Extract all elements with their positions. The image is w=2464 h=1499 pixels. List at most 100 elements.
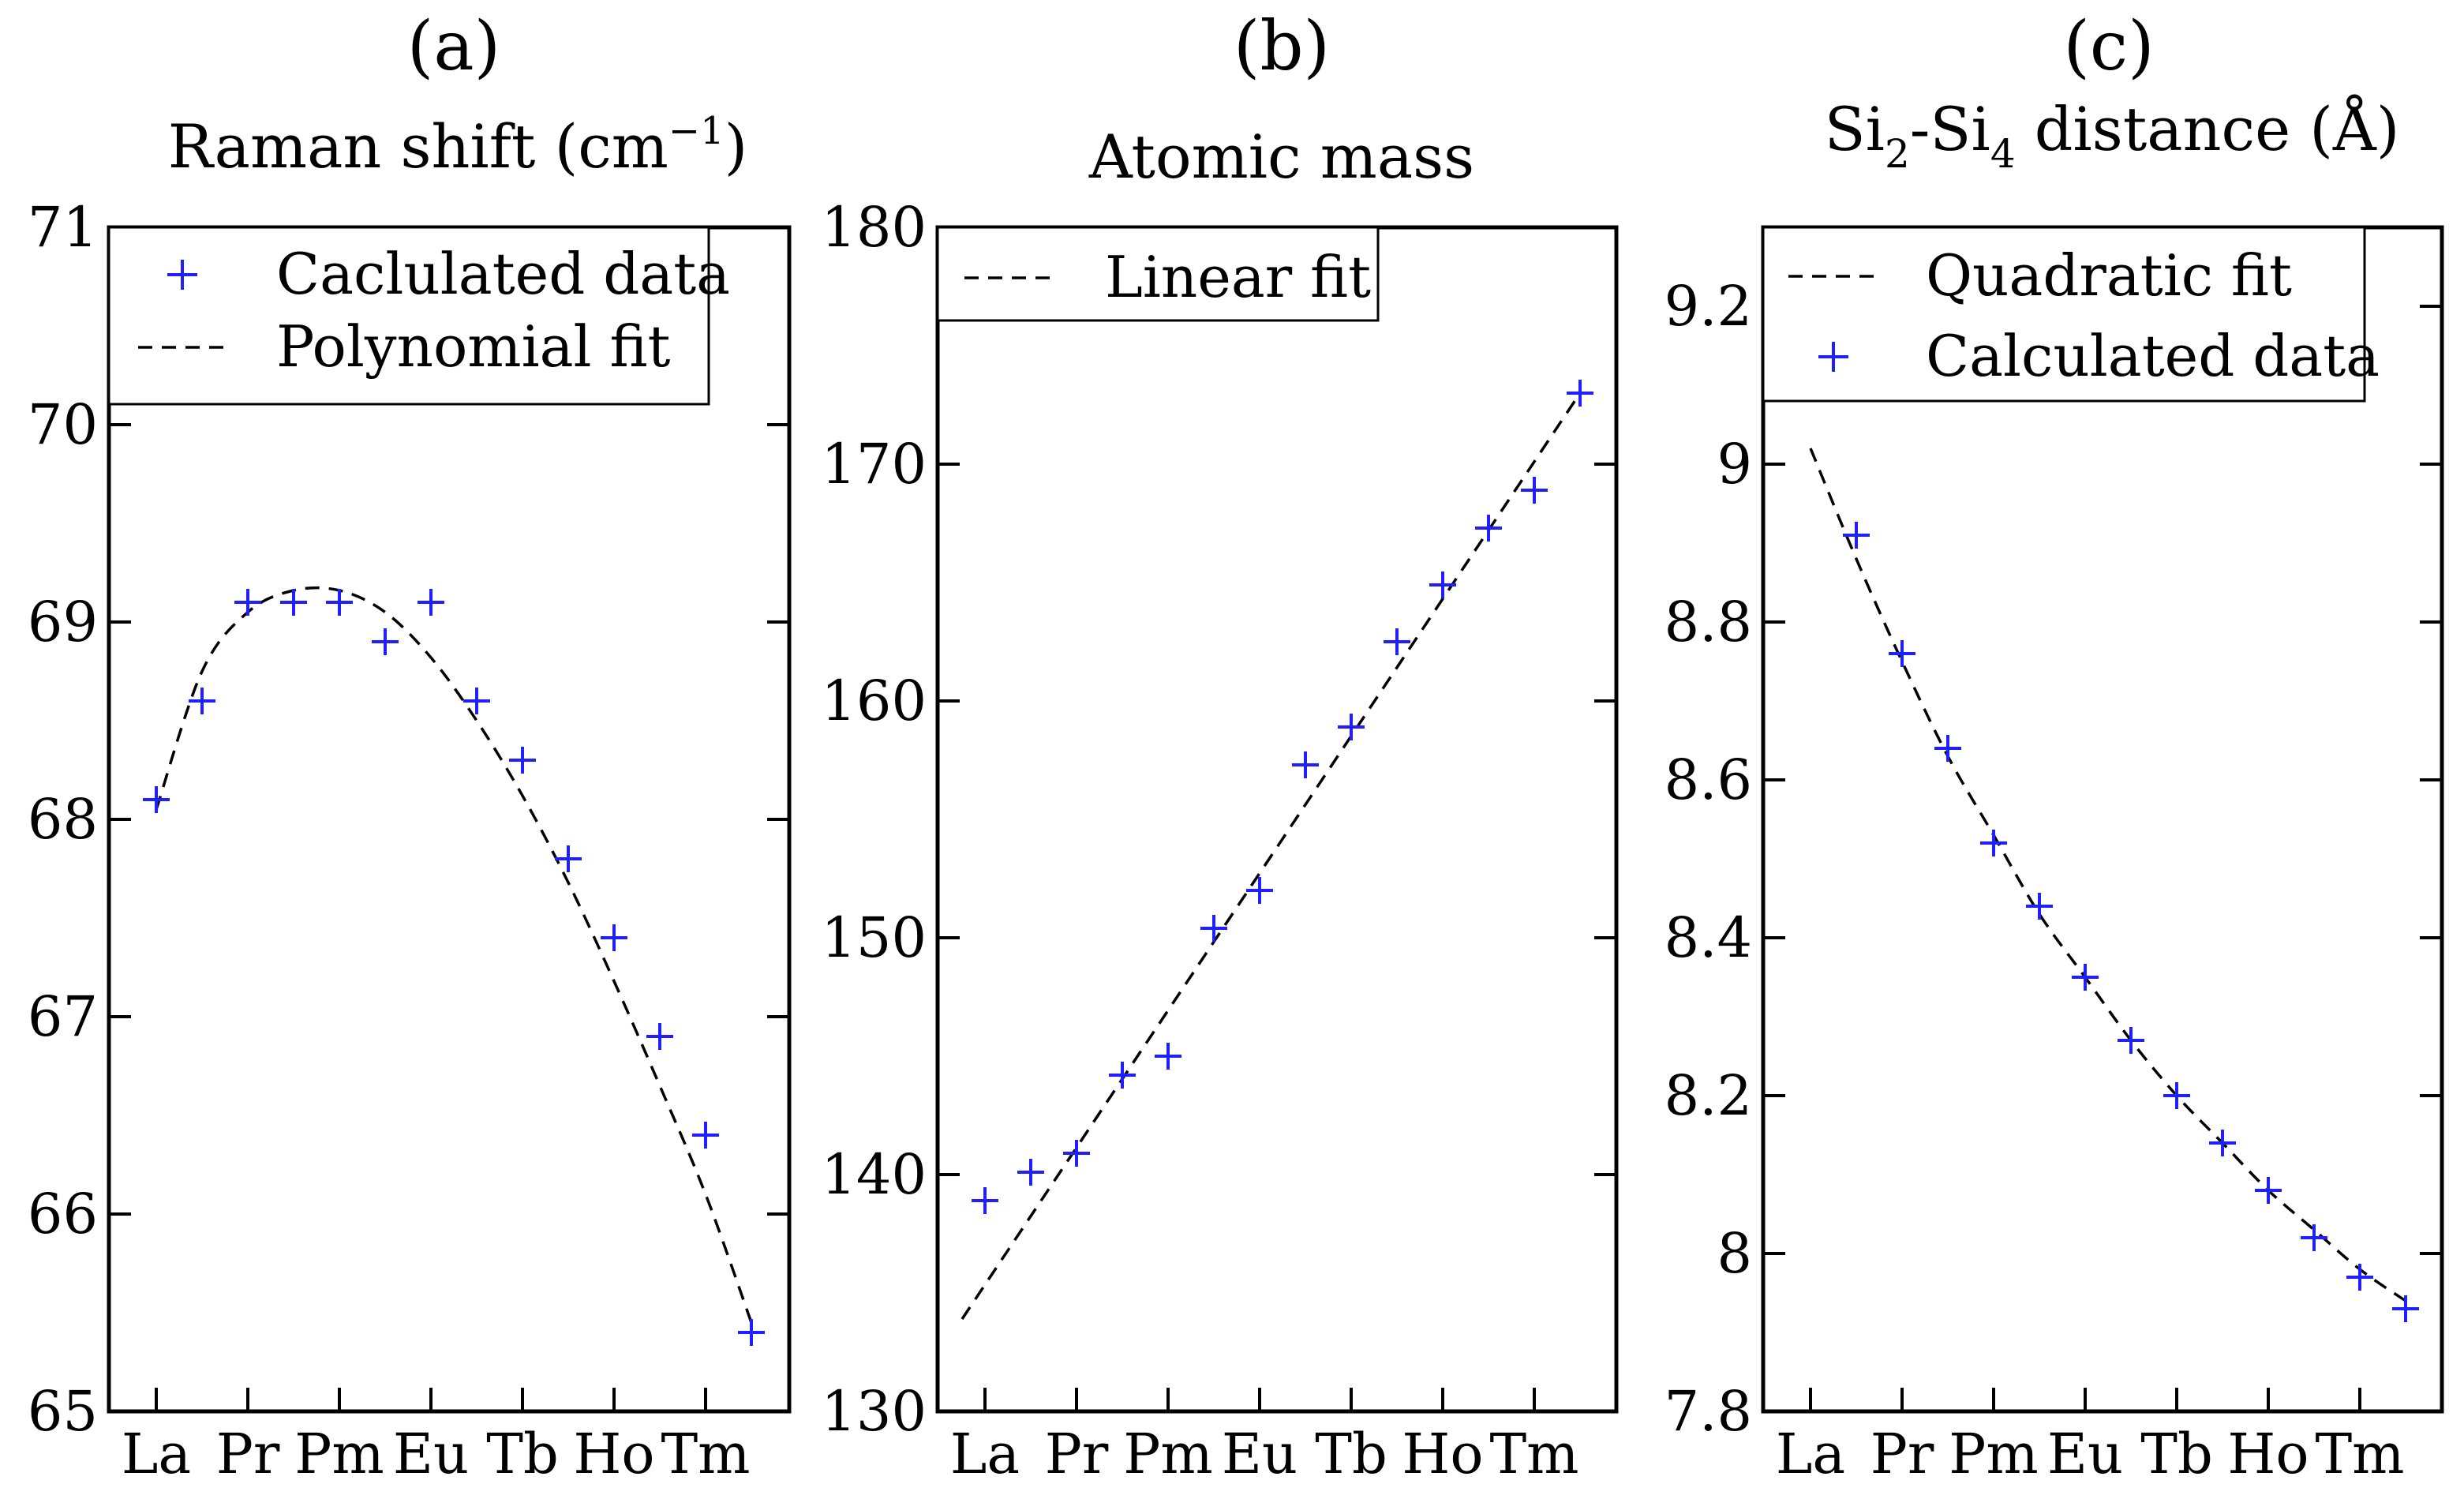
data-point (280, 589, 307, 616)
data-point (2392, 1295, 2419, 1322)
panel-b-legend-box (936, 226, 1380, 322)
data-point (189, 688, 215, 714)
x-tick-label: Pm (294, 1422, 384, 1486)
panel-c-quadratic-fit-line (1809, 448, 2406, 1302)
panel-a-label: (a) (407, 7, 500, 86)
legend-entry-calculated-data: Calculated data (1926, 323, 2380, 389)
y-tick-label: 170 (821, 432, 927, 497)
panel-c-title-subscript-1: 2 (1885, 131, 1910, 177)
data-point (1338, 714, 1365, 740)
panel-a-x-ticks: La Pr Pm Eu Tb Ho Tm (122, 1388, 751, 1486)
y-tick-label: 71 (28, 195, 98, 260)
panel-a-title-superscript: −1 (668, 109, 725, 153)
legend-marker-plus-icon (167, 260, 197, 290)
data-point (509, 747, 536, 774)
y-tick-label: 8.4 (1665, 905, 1752, 970)
data-point (692, 1122, 719, 1149)
data-point (1384, 628, 1410, 655)
y-tick-label: 7.8 (1665, 1379, 1752, 1444)
x-tick-label: Ho (573, 1422, 654, 1486)
data-point (372, 628, 399, 655)
legend-entry-quadratic-fit: Quadratic fit (1926, 242, 2292, 309)
y-tick-label: 9 (1717, 432, 1752, 497)
panel-b-y-ticks: 130 140 150 160 170 180 (821, 195, 1616, 1444)
data-point (1200, 915, 1227, 942)
x-tick-label: Ho (1402, 1422, 1483, 1486)
x-tick-label: Ho (2227, 1422, 2309, 1486)
data-point (972, 1187, 998, 1214)
data-point (738, 1319, 765, 1346)
data-point (2255, 1177, 2282, 1204)
y-tick-label: 180 (821, 195, 927, 260)
y-tick-label: 66 (28, 1182, 98, 1246)
panel-a-legend-box (107, 226, 710, 406)
panel-c-title: Si2-Si4 distance (Å) (1825, 93, 2400, 177)
panel-c-label: (c) (2063, 7, 2154, 86)
panel-c-legend-box (1762, 226, 2366, 403)
panel-a-title: Raman shift (cm−1) (168, 109, 748, 182)
panel-b-label: (b) (1234, 7, 1330, 86)
data-point (1155, 1043, 1181, 1070)
data-point (2072, 964, 2099, 991)
data-point (2163, 1082, 2190, 1109)
data-point (1980, 830, 2007, 856)
y-tick-label: 70 (28, 392, 98, 457)
data-point (1889, 640, 1915, 667)
x-tick-label: Pr (1870, 1422, 1934, 1486)
y-tick-label: 150 (821, 905, 927, 970)
data-point (1475, 515, 1502, 542)
panel-b-atomic-mass: (b) Atomic mass 130 140 150 160 170 180 La Pr P… (821, 7, 1619, 1486)
panel-a-legend: Caclulated data Polynomial fit (107, 226, 730, 406)
data-point (143, 786, 170, 813)
panel-b-frame (935, 225, 1619, 1414)
data-point (1429, 571, 1456, 598)
panel-c-si-distance: (c) Si2-Si4 distance (Å) 7.8 8 8.2 8.4 8.6 8.… (1665, 7, 2444, 1486)
legend-entry-calculated-data: Caclulated data (276, 241, 730, 307)
y-tick-label: 65 (28, 1379, 98, 1444)
panel-c-frame (1761, 225, 2444, 1414)
x-tick-label: La (1776, 1422, 1845, 1486)
panel-c-legend: Quadratic fit Calculated data (1762, 226, 2380, 403)
data-point (2026, 893, 2053, 920)
y-tick-label: 8 (1717, 1221, 1752, 1286)
data-point (463, 688, 490, 714)
data-point (1567, 380, 1593, 407)
y-tick-label: 8.8 (1665, 590, 1752, 654)
data-point (1246, 877, 1273, 904)
x-tick-label: Tb (1315, 1422, 1387, 1486)
data-point (1934, 735, 1961, 762)
panel-b-x-ticks: La Pr Pm Eu Tb Ho Tm (950, 1388, 1579, 1486)
data-point (2301, 1224, 2327, 1251)
x-tick-label: Pm (1949, 1422, 2038, 1486)
data-point (2209, 1130, 2236, 1156)
data-point (2118, 1027, 2144, 1054)
y-tick-label: 9.2 (1665, 274, 1752, 339)
panel-a-data-points (143, 589, 765, 1346)
data-point (1109, 1062, 1136, 1089)
y-tick-label: 8.2 (1665, 1063, 1752, 1128)
y-tick-label: 160 (821, 669, 927, 733)
y-tick-label: 67 (28, 984, 98, 1049)
panel-c-x-ticks: La Pr Pm Eu Tb Ho Tm (1776, 1388, 2405, 1486)
x-tick-label: Eu (1222, 1422, 1298, 1486)
data-point (646, 1023, 673, 1050)
y-tick-label: 68 (28, 787, 98, 852)
x-tick-label: Tb (486, 1422, 559, 1486)
y-tick-label: 69 (28, 590, 98, 654)
data-point (234, 589, 261, 616)
panel-b-data-points (972, 380, 1593, 1214)
panel-c-y-ticks: 7.8 8 8.2 8.4 8.6 8.8 9 9.2 (1665, 274, 2442, 1444)
x-tick-label: La (122, 1422, 191, 1486)
y-tick-label: 130 (821, 1379, 927, 1444)
data-point (2346, 1264, 2373, 1291)
panel-b-linear-fit-line (961, 392, 1582, 1320)
data-point (1292, 751, 1319, 778)
x-tick-label: Eu (2047, 1422, 2123, 1486)
y-tick-label: 8.6 (1665, 748, 1752, 812)
x-tick-label: Eu (393, 1422, 469, 1486)
x-tick-label: Tb (2140, 1422, 2213, 1486)
data-point (418, 589, 444, 616)
x-tick-label: Tm (2315, 1422, 2404, 1486)
data-point (326, 589, 353, 616)
